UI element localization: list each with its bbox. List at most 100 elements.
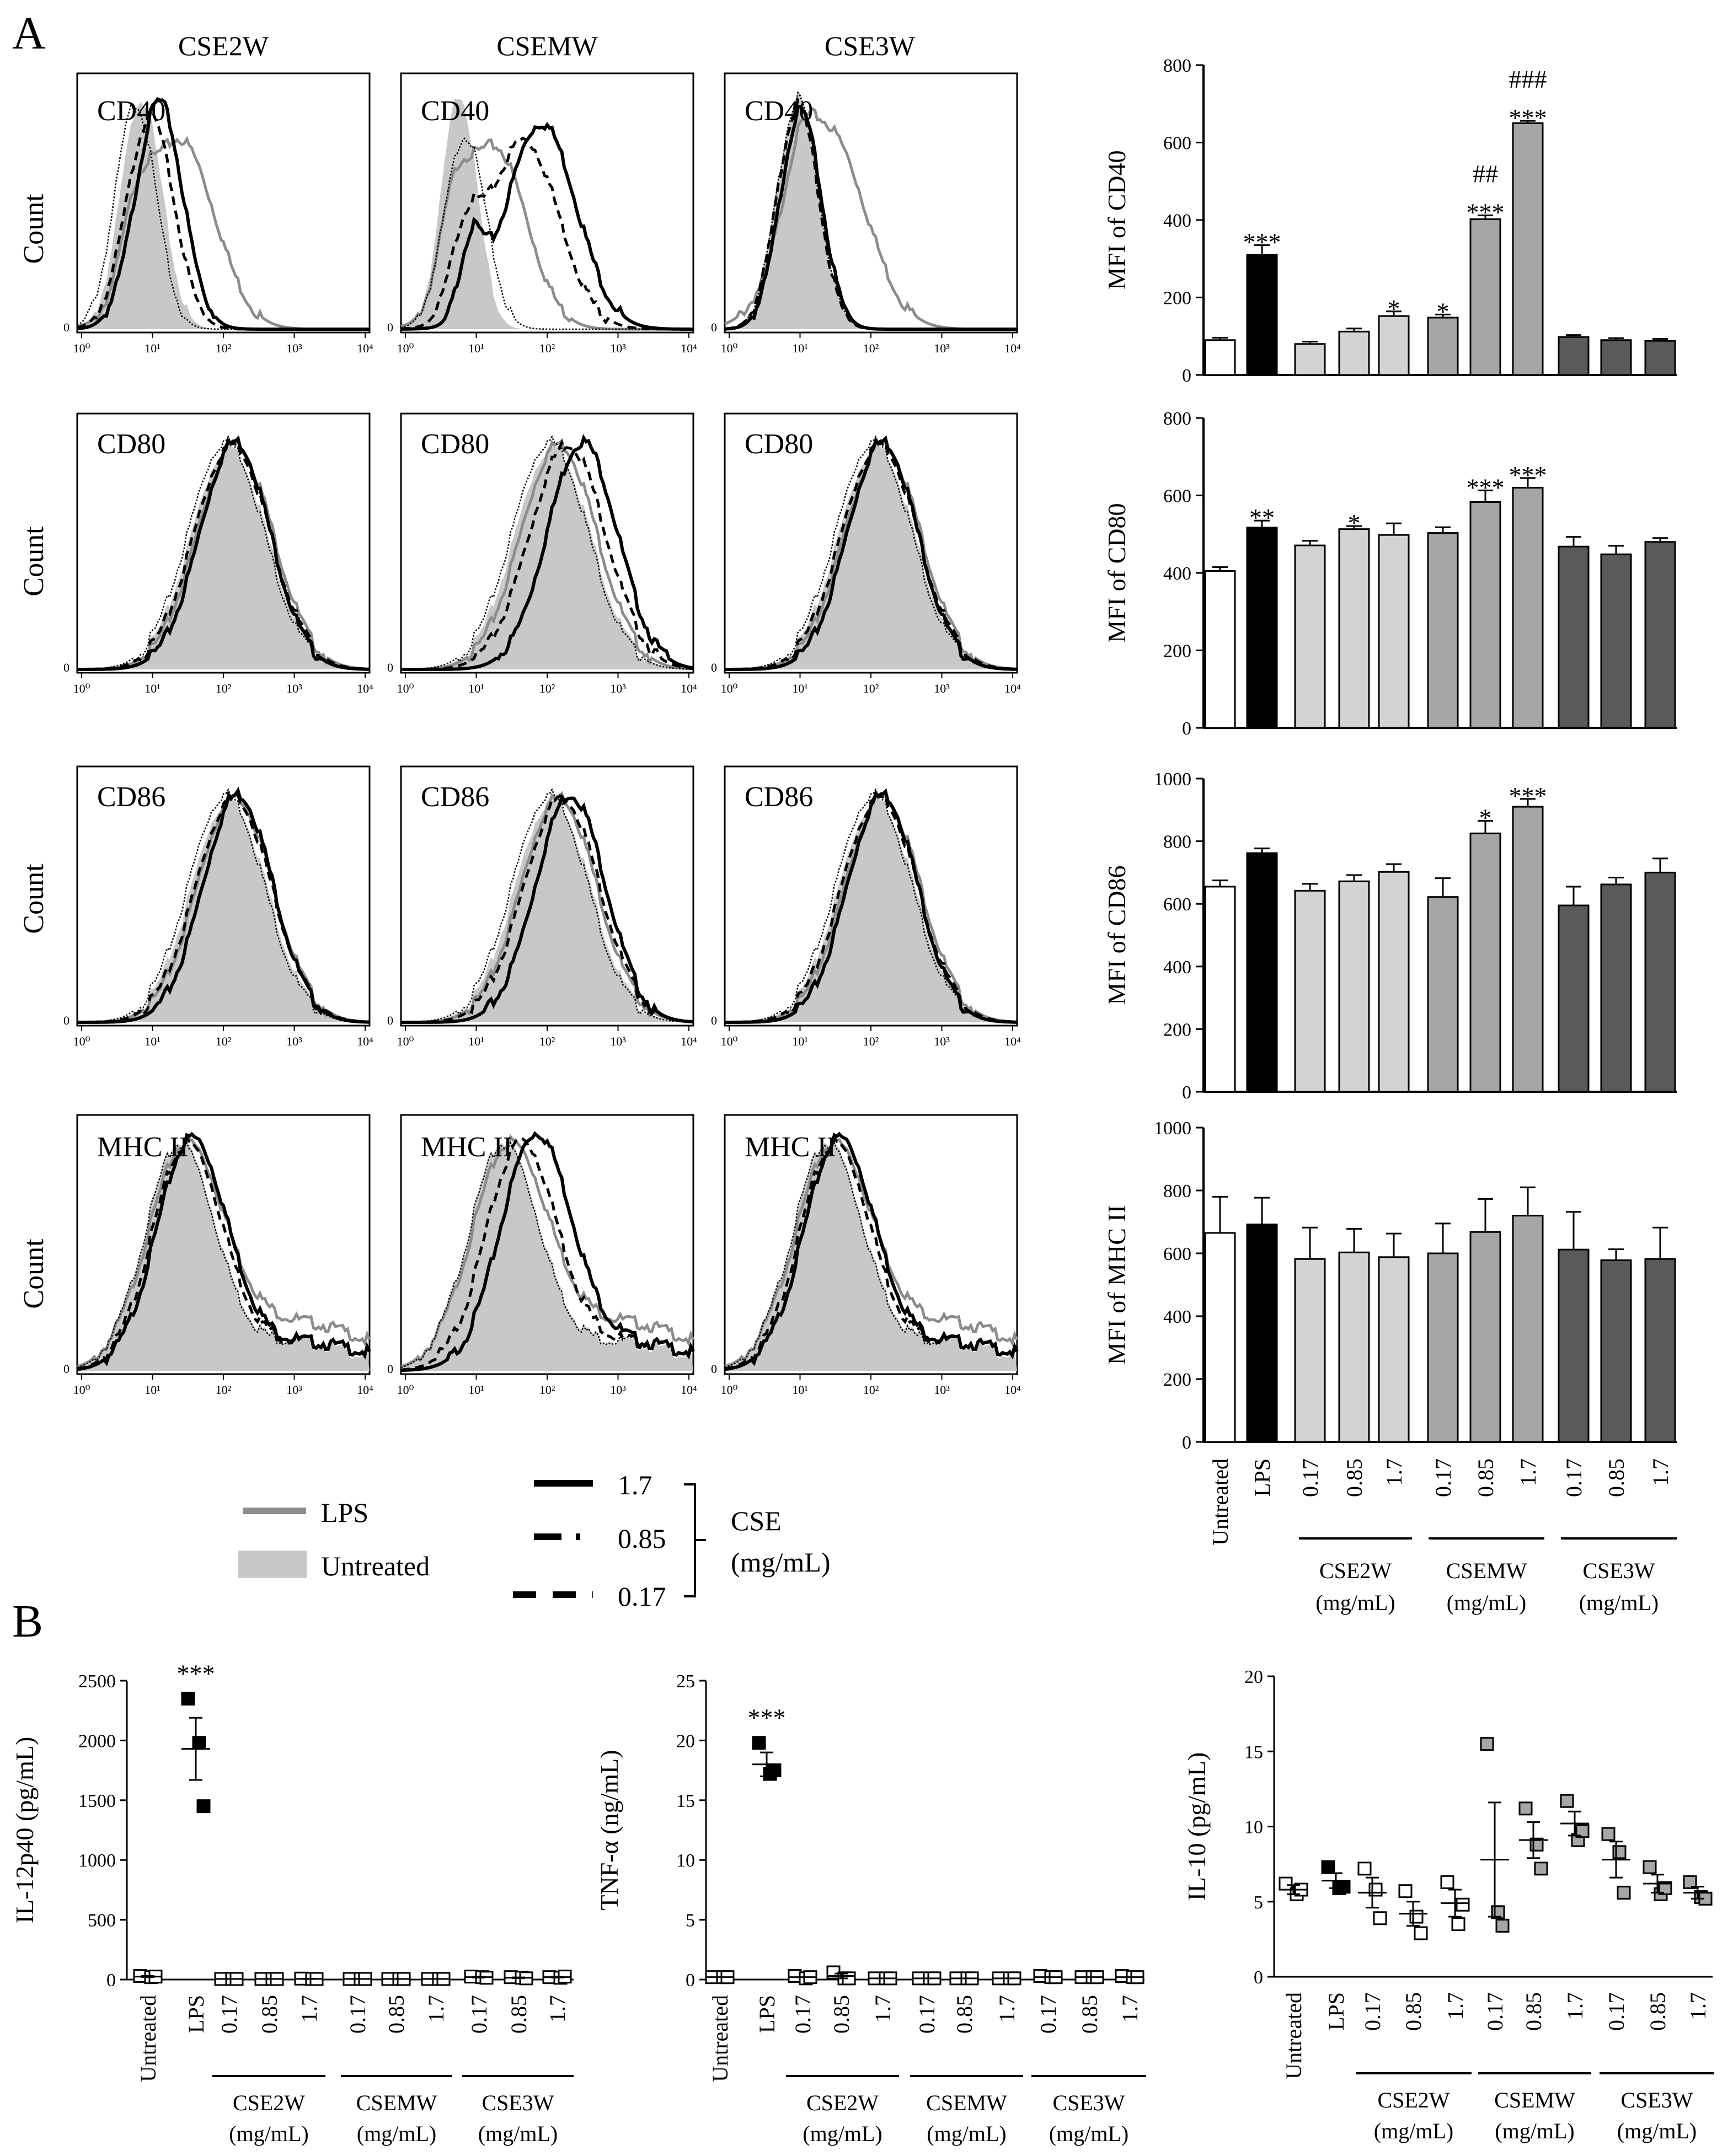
data-point [1612,1845,1627,1859]
x-category-label: 0.85 [384,1995,409,2034]
dose-17-histogram [725,435,1017,671]
data-point [1575,1824,1590,1838]
histogram-x-tick-label: 10⁴ [357,682,373,695]
panel-letter-b: B [12,1596,43,1647]
y-tick-label: 5 [686,1911,695,1931]
x-category-label: Untreated [708,1995,732,2082]
group-label: CSE3W [1620,2088,1693,2112]
x-category-label: 0.85 [506,1995,531,2034]
dose-17-histogram [77,435,370,671]
histogram-x-tick-label: 10³ [286,1034,302,1048]
group-unit: (mg/mL) [229,2121,308,2146]
scatter-chart-2: 0 5 10 15 20 IL-10 (pg/mL) Untreated LPS 0.17 0.8… [1183,1667,1714,2143]
marker-label: CD40 [745,95,813,127]
bar [1427,896,1459,1093]
group-label: CSE3W [1052,2090,1125,2115]
x-category-label: 1.7 [994,1995,1019,2023]
histogram-csemw-cd86: CD86 10⁰ 10¹ 10² 10³ 10⁴ 0 [387,765,697,1048]
untreated-histogram [401,1140,693,1371]
histogram-x-tick-label: 10¹ [145,1383,161,1397]
histogram-x-tick-label: 10⁴ [1004,341,1021,355]
histogram-cse3w-cd80: CD80 10⁰ 10¹ 10² 10³ 10⁴ 0 [711,412,1021,695]
bar [1378,1256,1410,1443]
untreated-histogram [725,441,1017,669]
dose-085-histogram [400,1137,695,1371]
histogram-y-zero: 0 [387,1362,393,1376]
x-category-label: 1.7 [1516,1458,1541,1486]
y-tick-label: 800 [1163,832,1191,852]
y-tick-label: 200 [1163,641,1191,662]
histogram-x-tick-label: 10⁰ [73,341,90,355]
legend-bracket [684,1483,706,1597]
bar [1644,541,1676,729]
legend-cse-unit: (mg/mL) [731,1547,831,1578]
y-axis-label: IL-12p40 (pg/mL) [10,1737,39,1924]
dose-17-histogram [724,1131,1019,1371]
histogram-x-tick-label: 10⁴ [681,1034,697,1048]
y-tick-label: 0 [1182,1082,1191,1103]
x-category-label: 0.17 [914,1995,939,2034]
group-label: CSE3W [1582,1558,1655,1583]
legend: LPS Untreated 1.7 0.85 0.17 CSE (mg/mL) [238,1469,831,1612]
data-point [1601,1827,1616,1841]
dose-17-histogram [77,786,370,1024]
marker-label: MHC II [745,1131,836,1163]
dose-17-histogram [400,1131,695,1372]
histogram-y-zero: 0 [387,661,393,674]
histogram-x-tick-label: 10⁰ [721,1034,738,1048]
group-label: CSE2W [233,2090,305,2115]
data-point [181,1692,195,1706]
untreated-histogram [725,90,1017,330]
y-tick-label: 200 [1163,1370,1191,1390]
y-tick-label: 5 [1254,1892,1263,1913]
histogram-x-tick-label: 10² [863,682,879,695]
group-unit: (mg/mL) [1495,2119,1574,2143]
bar-chart-3: 0 200 400 600 800 1000 MFI of MHC II [1103,1118,1677,1453]
y-tick-label: 10 [1244,1817,1263,1838]
histogram-x-tick-label: 10⁰ [721,1383,738,1397]
histogram-x-tick-label: 10¹ [145,1034,161,1048]
data-point [1414,1926,1428,1940]
marker-label: CD86 [421,781,489,813]
histogram-x-tick-label: 10³ [286,682,302,695]
bar [1378,534,1410,729]
scatter-chart-1: 0 5 10 15 20 25 TNF-α (ng/mL) Untreated *** LPS 0.… [595,1671,1146,2146]
dose-17-histogram [724,104,1017,331]
histogram-x-tick-label: 10⁴ [357,1034,373,1048]
histogram-x-tick-label: 10⁰ [73,1383,90,1397]
untreated-histogram [401,794,693,1022]
untreated-histogram [77,1140,370,1371]
significance-label: *** [748,1704,786,1732]
group-unit: (mg/mL) [1374,2119,1453,2143]
significance-label: *** [177,1660,215,1688]
histogram-x-tick-label: 10⁰ [397,682,414,695]
x-category-label: Untreated [136,1995,161,2082]
x-category-label: 0.17 [1360,1992,1385,2031]
dose-085-histogram [77,1135,371,1370]
y-tick-label: 500 [88,1911,116,1931]
dose-017-histogram [77,1141,371,1368]
group-unit: (mg/mL) [803,2121,882,2146]
dose-085-histogram [400,136,693,331]
histogram-cse3w-cd40: CD40 10⁰ 10¹ 10² 10³ 10⁴ 0 [711,72,1021,355]
x-category-label: 1.7 [1382,1458,1406,1486]
untreated-histogram [77,102,370,329]
bar [1246,1224,1278,1443]
legend-dose-high-label: 1.7 [618,1469,652,1500]
group-unit: (mg/mL) [1617,2119,1697,2143]
group-unit: (mg/mL) [927,2121,1006,2146]
data-point [1440,1875,1454,1889]
data-point [1658,1881,1672,1895]
panel-letter-a: A [12,8,46,59]
bar [1469,218,1501,376]
dose-17-histogram [77,96,370,331]
data-point [1451,1917,1465,1932]
histogram-x-tick-label: 10⁰ [397,1034,414,1048]
histogram-csemw-mhc2: MHC II 10⁰ 10¹ 10² 10³ 10⁴ 0 [387,1114,697,1397]
data-point [1683,1875,1697,1889]
y-tick-label: 15 [1244,1742,1263,1762]
x-category-label: 1.7 [1117,1995,1142,2023]
y-axis-label: MFI of CD86 [1103,865,1131,1005]
data-point [752,1736,766,1750]
